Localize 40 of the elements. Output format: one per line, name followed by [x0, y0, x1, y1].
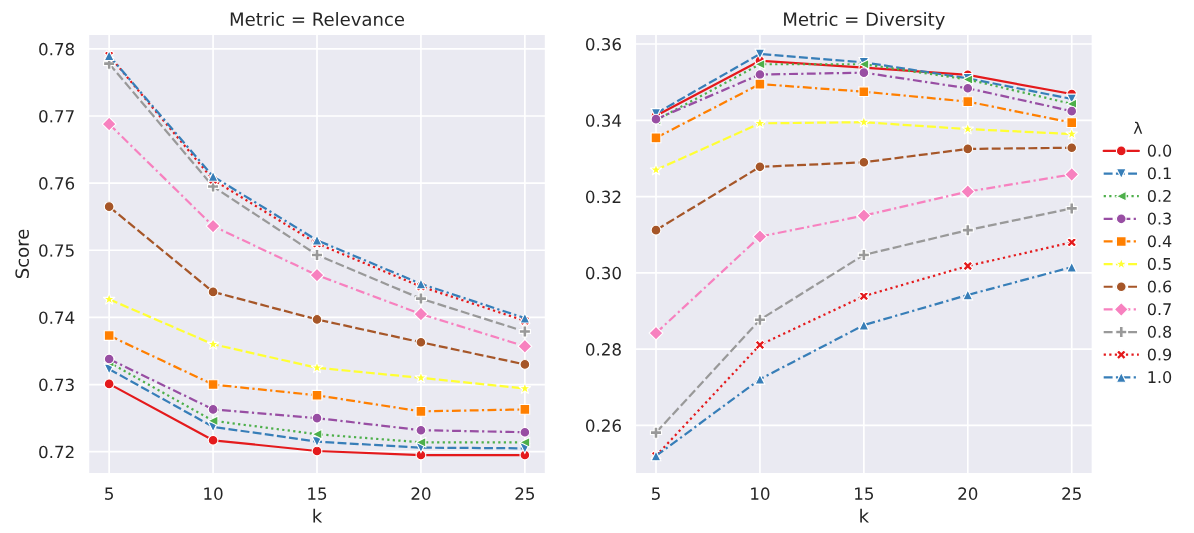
x-axis-title: k: [313, 508, 323, 523]
y-tick-label: 0.28: [586, 343, 621, 356]
chart-title: Metric = Diversity: [784, 12, 945, 30]
y-tick-label: 0.30: [586, 266, 621, 280]
legend-label: 0.7: [1147, 303, 1171, 316]
y-tick-label: 0.73: [39, 378, 74, 392]
y-tick-label: 0.32: [586, 190, 621, 204]
y-tick-label: 0.26: [586, 419, 621, 432]
x-tick-label: 20: [411, 487, 431, 500]
y-tick-label: 0.36: [586, 37, 621, 51]
y-tick-label: 0.77: [39, 109, 74, 123]
x-tick-label: 5: [651, 487, 660, 500]
legend-label: 0.1: [1147, 167, 1171, 180]
y-tick-label: 0.75: [39, 244, 74, 257]
legend-label: 0.5: [1147, 257, 1171, 270]
legend-label: 0.0: [1147, 144, 1172, 157]
legend-label: 0.2: [1147, 189, 1171, 202]
legend-title: λ: [1133, 121, 1143, 134]
x-tick-label: 25: [515, 487, 535, 500]
x-axis-title: k: [860, 508, 870, 523]
legend-label: 0.6: [1147, 280, 1172, 293]
chart-title: Metric = Relevance: [230, 12, 405, 27]
legend-label: 0.4: [1147, 235, 1172, 248]
y-tick-label: 0.34: [586, 114, 622, 127]
x-tick-label: 20: [958, 487, 978, 500]
x-tick-label: 15: [308, 487, 327, 500]
y-tick-label: 0.76: [39, 177, 75, 190]
x-tick-label: 10: [751, 487, 770, 500]
y-axis-title: Score: [15, 229, 29, 279]
legend-label: 1.0: [1148, 371, 1172, 384]
y-tick-label: 0.78: [39, 42, 75, 56]
x-tick-label: 25: [1062, 487, 1081, 500]
y-tick-label: 0.72: [39, 445, 74, 459]
x-tick-label: 10: [204, 487, 223, 500]
legend-label: 0.8: [1147, 325, 1172, 338]
legend-label: 0.9: [1147, 348, 1172, 361]
y-tick-label: 0.74: [39, 311, 75, 324]
x-tick-label: 5: [105, 487, 113, 500]
x-tick-label: 15: [855, 487, 874, 500]
legend-label: 0.3: [1147, 212, 1171, 225]
